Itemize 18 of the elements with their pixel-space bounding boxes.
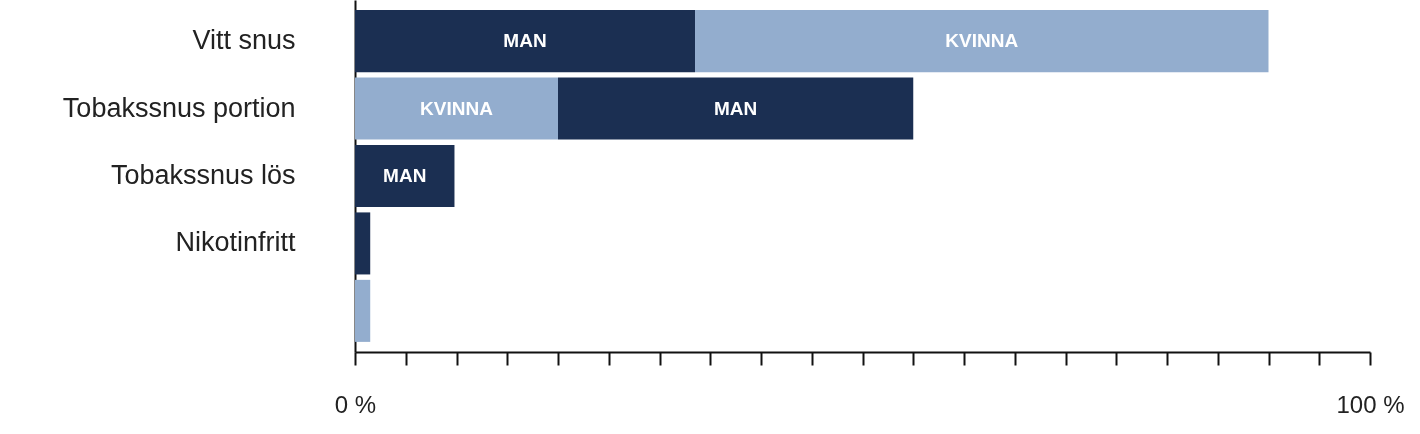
series-label: KVINNA <box>420 97 494 119</box>
bar <box>355 77 558 140</box>
y-tick-label: Tobakssnus portion <box>62 92 296 123</box>
bar <box>355 279 371 342</box>
x-tick-label: 0 % <box>334 390 377 418</box>
y-tick-label: Vitt snus <box>192 25 296 56</box>
bar <box>558 77 914 140</box>
text: MAN <box>383 165 427 186</box>
y-tick-label: Tobakssnus lös <box>110 160 296 190</box>
series-label: MAN <box>713 97 758 119</box>
bar <box>355 10 696 73</box>
series-label: MAN <box>503 30 547 52</box>
x-tick-label: 100 % <box>1336 390 1405 418</box>
text: KVINNA <box>945 30 1019 52</box>
y-tick-label: Nikotinfritt <box>175 227 296 258</box>
bar <box>355 212 371 275</box>
bar <box>355 144 455 208</box>
bar <box>695 10 1269 73</box>
